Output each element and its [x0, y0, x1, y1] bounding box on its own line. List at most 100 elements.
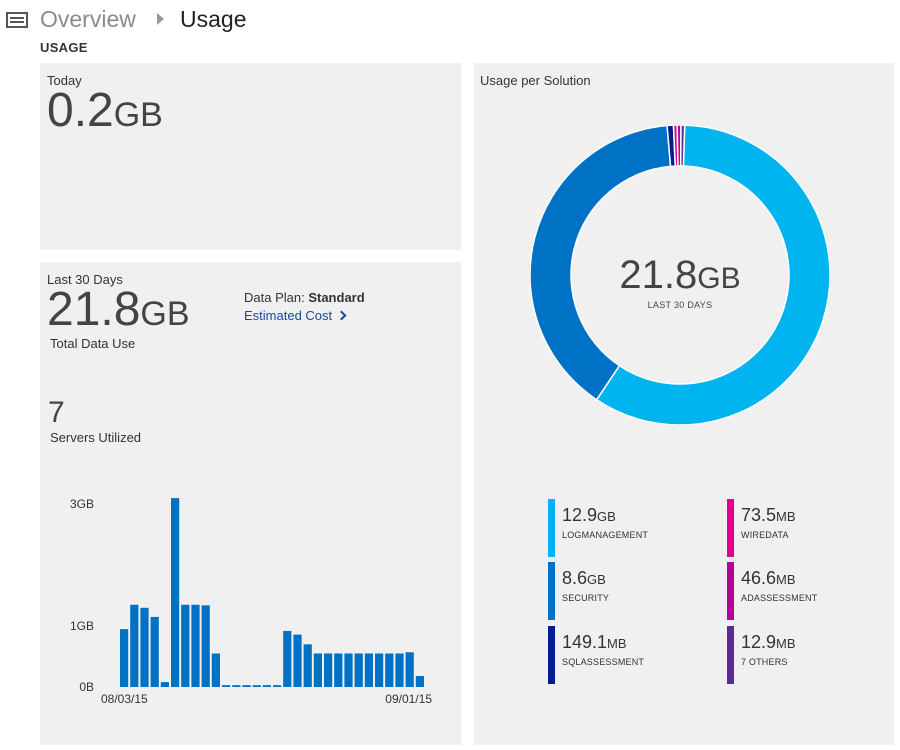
header: Overview Usage — [0, 0, 900, 40]
bar[interactable] — [232, 685, 241, 687]
donut-slice-logmanagement[interactable] — [595, 125, 830, 425]
legend-value: 46.6 — [741, 568, 777, 588]
bar[interactable] — [130, 604, 139, 687]
bar[interactable] — [415, 676, 424, 687]
legend-value-block: 149.1MB — [562, 632, 627, 653]
menu-icon[interactable] — [6, 12, 28, 28]
legend-value-block: 12.9GB — [562, 505, 616, 526]
usage-per-solution-tile[interactable]: Usage per Solution 21.8GB LAST 30 DAYS 1… — [474, 63, 894, 745]
last30-label: Last 30 Days — [47, 272, 123, 287]
legend-unit: GB — [587, 572, 606, 587]
bar[interactable] — [201, 605, 210, 687]
legend-value: 73.5 — [741, 505, 777, 525]
bar[interactable] — [252, 685, 261, 687]
donut-center-value-block: 21.8GB — [530, 253, 830, 298]
bar[interactable] — [303, 644, 312, 687]
bar[interactable] — [211, 653, 220, 687]
bar[interactable] — [375, 653, 384, 687]
legend-value: 12.9 — [741, 632, 777, 652]
bar[interactable] — [150, 616, 159, 687]
bar[interactable] — [181, 604, 190, 687]
legend-swatch — [548, 626, 555, 684]
last30-value-block: 21.8GB — [47, 286, 190, 334]
donut-center: 21.8GB LAST 30 DAYS — [530, 253, 830, 310]
breadcrumb-overview[interactable]: Overview — [40, 6, 136, 32]
legend-unit: MB — [607, 636, 627, 651]
bar[interactable] — [293, 634, 302, 687]
section-title: USAGE — [40, 40, 88, 55]
data-plan-value: Standard — [308, 290, 365, 305]
legend-item-sqlassessment[interactable]: 149.1MB SQLASSESSMENT — [548, 626, 708, 684]
bar[interactable] — [283, 630, 292, 687]
legend-swatch — [727, 562, 734, 620]
bar[interactable] — [364, 653, 373, 687]
bar[interactable] — [395, 653, 404, 687]
bar[interactable] — [354, 653, 363, 687]
legend-unit: MB — [776, 509, 796, 524]
legend-value: 12.9 — [562, 505, 598, 525]
legend-unit: MB — [776, 636, 796, 651]
data-plan: Data Plan: Standard — [244, 290, 365, 305]
bar[interactable] — [262, 685, 271, 687]
legend-value-block: 12.9MB — [741, 632, 796, 653]
estimated-cost-label: Estimated Cost — [244, 308, 333, 323]
bar[interactable] — [242, 685, 251, 687]
legend-item-wiredata[interactable]: 73.5MB WIREDATA — [727, 499, 887, 557]
bar[interactable] — [344, 653, 353, 687]
x-tick-label: 09/01/15 — [385, 692, 432, 706]
legend-value-block: 8.6GB — [562, 568, 606, 589]
legend-value-block: 46.6MB — [741, 568, 796, 589]
bar[interactable] — [313, 653, 322, 687]
legend-value: 8.6 — [562, 568, 588, 588]
daily-usage-bar-chart: 0B 1GB 3GB 08/03/15 09/01/15 — [70, 497, 432, 706]
bar[interactable] — [160, 682, 169, 687]
legend-item-security[interactable]: 8.6GB SECURITY — [548, 562, 708, 620]
servers-label: Servers Utilized — [50, 430, 142, 445]
legend-unit: MB — [776, 572, 796, 587]
legend-item-7-others[interactable]: 12.9MB 7 OTHERS — [727, 626, 887, 684]
donut-center-unit: GB — [697, 262, 741, 295]
bar[interactable] — [405, 652, 414, 687]
legend-name: 7 OTHERS — [741, 657, 788, 667]
last30-value: 21.8 — [47, 283, 141, 336]
donut-slice-security[interactable] — [530, 125, 672, 401]
legend-value-block: 73.5MB — [741, 505, 796, 526]
today-label: Today — [47, 73, 82, 88]
solution-title: Usage per Solution — [480, 73, 591, 88]
bar[interactable] — [171, 498, 180, 687]
bar[interactable] — [385, 653, 394, 687]
page-title: Usage — [180, 6, 247, 32]
total-data-use-label: Total Data Use — [50, 336, 136, 351]
chevron-right-icon — [336, 310, 347, 321]
breadcrumb-separator-icon — [157, 13, 164, 25]
bar[interactable] — [120, 629, 129, 687]
last30-tile[interactable]: Last 30 Days 21.8GB Total Data Use Data … — [40, 262, 461, 745]
y-tick-label: 3GB — [70, 497, 94, 511]
donut-slice-7-others[interactable] — [679, 125, 686, 167]
last30-unit: GB — [140, 295, 190, 333]
bar[interactable] — [334, 653, 343, 687]
bar[interactable] — [324, 653, 333, 687]
legend-value: 149.1 — [562, 632, 608, 652]
solution-donut-chart — [530, 125, 830, 425]
today-value-block: 0.2GB — [47, 87, 163, 135]
today-tile[interactable]: Today 0.2GB — [40, 63, 461, 250]
data-plan-label: Data Plan: — [244, 290, 305, 305]
donut-center-value: 21.8 — [619, 253, 698, 297]
donut-center-label: LAST 30 DAYS — [647, 300, 713, 310]
legend-name: SQLASSESSMENT — [562, 657, 645, 667]
legend-name: SECURITY — [562, 593, 610, 603]
y-tick-label: 0B — [79, 680, 94, 694]
estimated-cost-link[interactable]: Estimated Cost — [244, 308, 347, 323]
bar[interactable] — [140, 607, 149, 687]
bar[interactable] — [222, 685, 231, 687]
legend-name: WIREDATA — [741, 530, 789, 540]
legend-name: LOGMANAGEMENT — [562, 530, 649, 540]
legend-swatch — [548, 499, 555, 557]
bar[interactable] — [273, 685, 282, 687]
legend-swatch — [548, 562, 555, 620]
legend-item-adassessment[interactable]: 46.6MB ADASSESSMENT — [727, 562, 887, 620]
bar[interactable] — [191, 604, 200, 687]
legend-unit: GB — [597, 509, 616, 524]
legend-item-logmanagement[interactable]: 12.9GB LOGMANAGEMENT — [548, 499, 708, 557]
